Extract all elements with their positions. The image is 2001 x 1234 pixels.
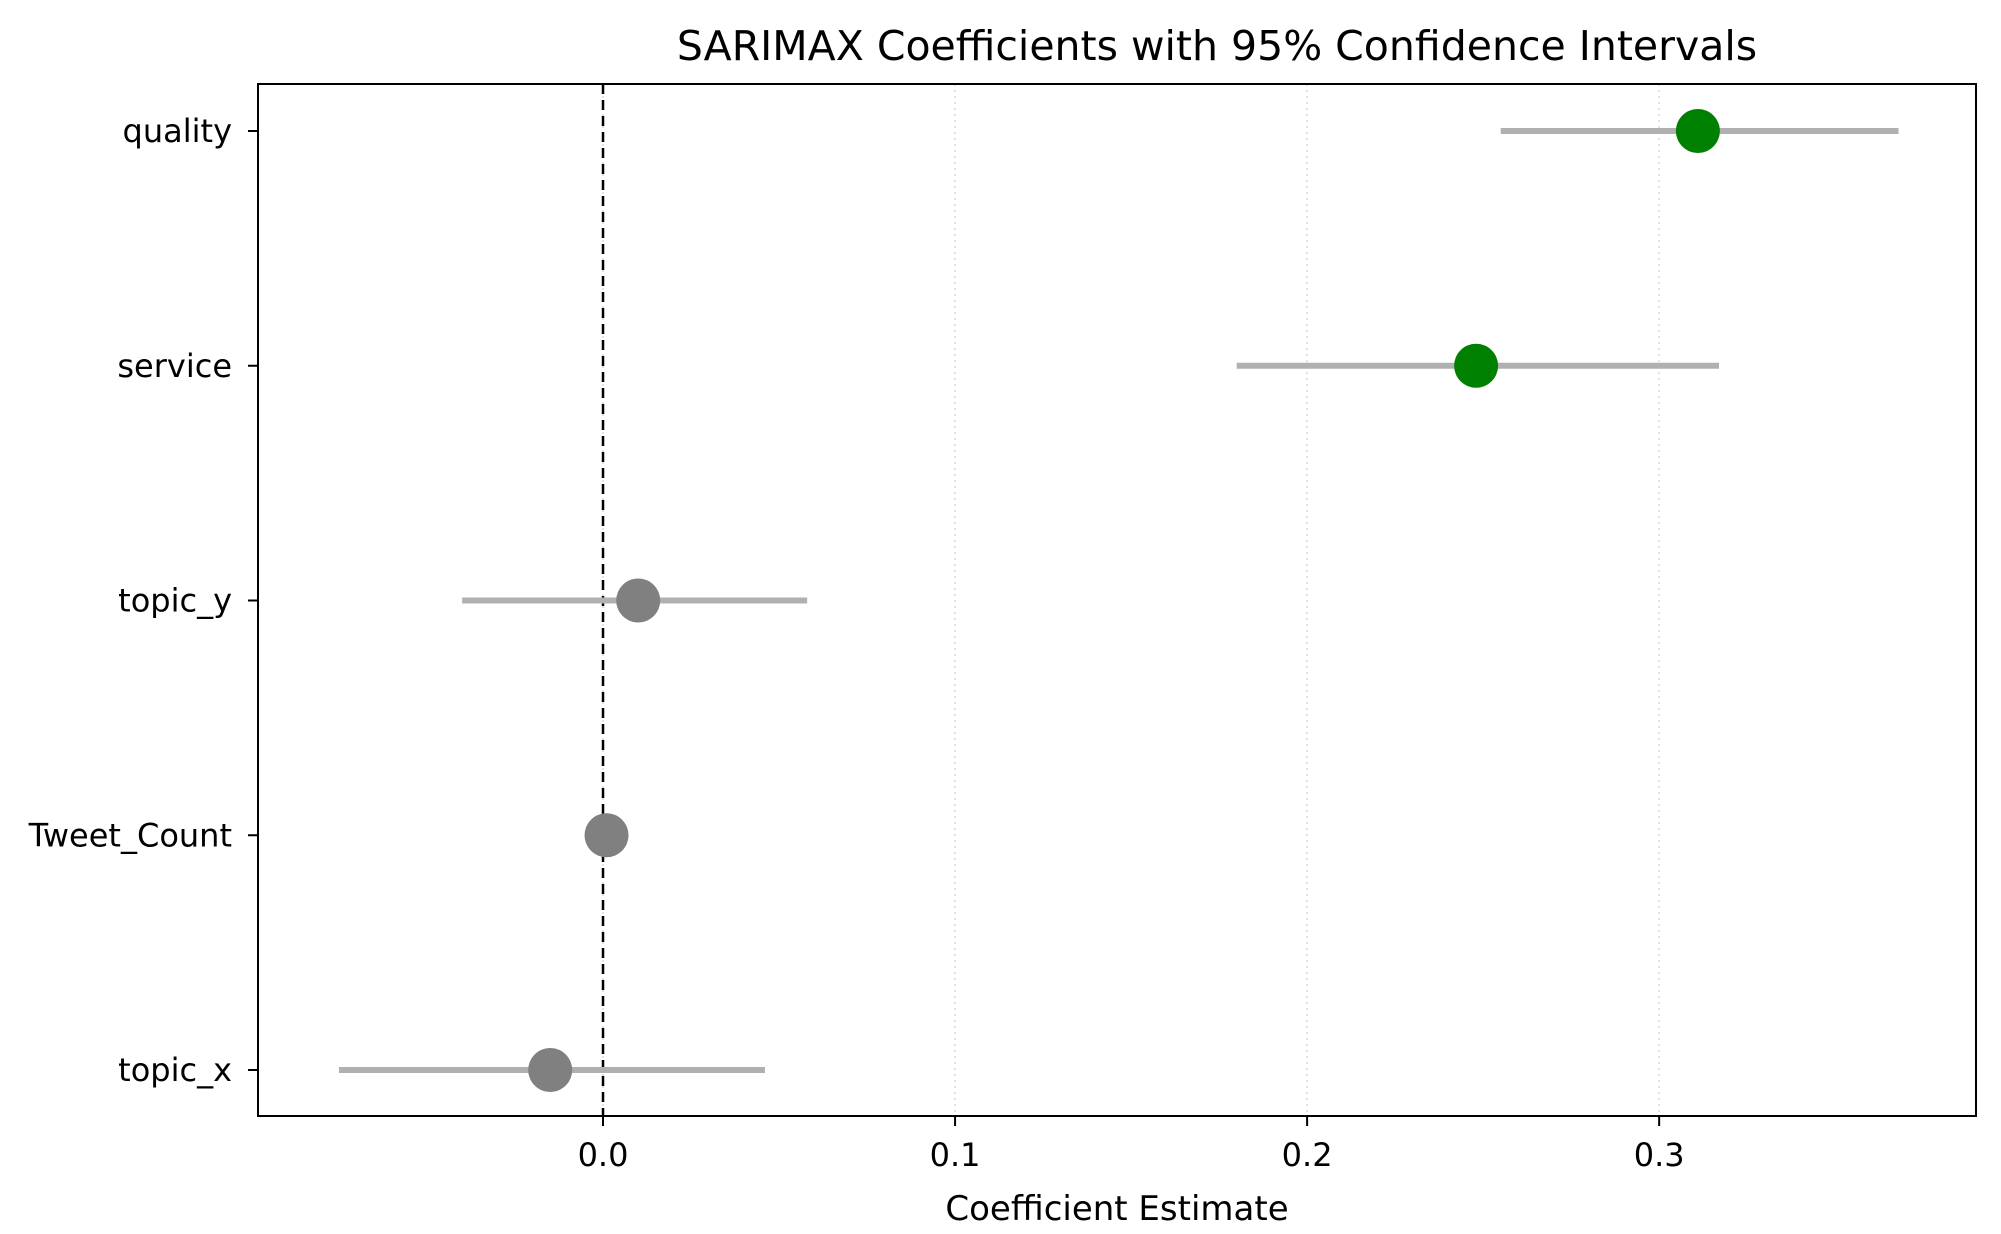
chart-title: SARIMAX Coefficients with 95% Confidence… xyxy=(677,22,1757,70)
point-quality xyxy=(1675,109,1720,153)
y-tick-label: topic_y xyxy=(118,582,232,620)
y-tick-label: quality xyxy=(123,112,232,150)
x-axis: 0.0 0.1 0.2 0.3 xyxy=(578,1116,1685,1174)
point-service xyxy=(1454,343,1499,388)
y-tick-label: service xyxy=(117,347,232,385)
y-tick-label: topic_x xyxy=(118,1051,232,1089)
x-axis-label: Coefficient Estimate xyxy=(945,1189,1288,1229)
x-tick-label: 0.2 xyxy=(1282,1136,1333,1174)
x-tick-label: 0.3 xyxy=(1634,1136,1685,1174)
y-axis: quality service topic_y Tweet_Count topic_x xyxy=(28,112,258,1089)
y-tick-label: Tweet_Count xyxy=(28,816,232,854)
x-tick-label: 0.1 xyxy=(930,1136,981,1174)
point-Tweet_Count xyxy=(584,813,629,858)
point-topic_x xyxy=(528,1048,573,1092)
point-topic_y xyxy=(616,578,661,623)
confidence-intervals xyxy=(338,128,1899,1073)
coefficient-points xyxy=(528,109,1720,1092)
x-tick-label: 0.0 xyxy=(578,1136,629,1174)
